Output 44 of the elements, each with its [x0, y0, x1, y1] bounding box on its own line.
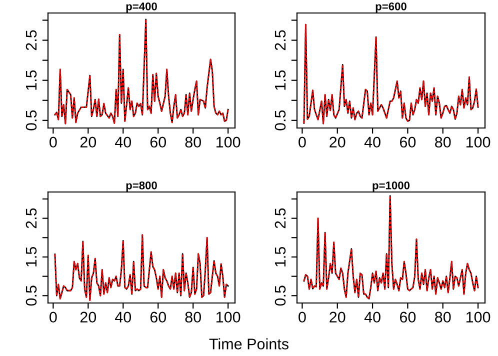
y-tick-label: 1.5	[274, 70, 286, 90]
chart-title: p=600	[376, 2, 406, 13]
y-tick-label: 0.5	[26, 286, 37, 306]
y-tick-label: 2.5	[274, 208, 286, 228]
x-tick-label: 0	[50, 136, 57, 148]
x-tick-label: 100	[466, 136, 490, 148]
chart-title: p=800	[126, 181, 157, 192]
x-tick-label: 0	[298, 312, 306, 323]
x-tick-label: 20	[330, 136, 346, 148]
chart-title: p=1000	[372, 181, 410, 192]
x-tick-label: 20	[80, 312, 96, 323]
y-tick-label: 0.5	[274, 286, 286, 306]
x-tick-label: 0	[298, 136, 306, 148]
y-tick-label: 2.5	[26, 30, 37, 50]
x-tick-label: 100	[216, 136, 240, 148]
y-tick-label: 1.5	[26, 70, 37, 90]
x-tick-label: 0	[50, 312, 57, 323]
line-series	[303, 195, 479, 300]
y-tick-label: 0.5	[274, 110, 286, 130]
y-tick-label: 1.5	[274, 246, 286, 266]
y-tick-label: 1.5	[26, 246, 37, 266]
x-tick-label: 100	[466, 312, 490, 323]
y-tick-label: 2.5	[26, 208, 37, 228]
x-tick-label: 60	[400, 136, 416, 148]
y-tick-label: 0.5	[26, 110, 37, 130]
x-tick-label: 20	[80, 136, 96, 148]
x-tick-label: 40	[114, 136, 132, 148]
x-tick-label: 60	[400, 312, 416, 323]
x-tick-label: 80	[435, 136, 451, 148]
chart-title: p=400	[126, 2, 157, 13]
x-tick-label: 40	[364, 312, 380, 323]
x-tick-label: 40	[364, 136, 380, 148]
x-tick-label: 60	[150, 312, 166, 323]
x-tick-label: 80	[185, 312, 201, 323]
x-tick-label: 80	[435, 312, 451, 323]
x-tick-label: 100	[216, 312, 240, 323]
x-tick-label: 20	[330, 312, 346, 323]
x-axis-title: Time Points	[209, 338, 288, 350]
x-tick-label: 40	[114, 312, 132, 323]
x-tick-label: 60	[150, 136, 166, 148]
y-tick-label: 2.5	[274, 30, 286, 50]
line-series	[54, 18, 229, 124]
x-tick-label: 80	[185, 136, 201, 148]
line-series	[303, 24, 479, 124]
